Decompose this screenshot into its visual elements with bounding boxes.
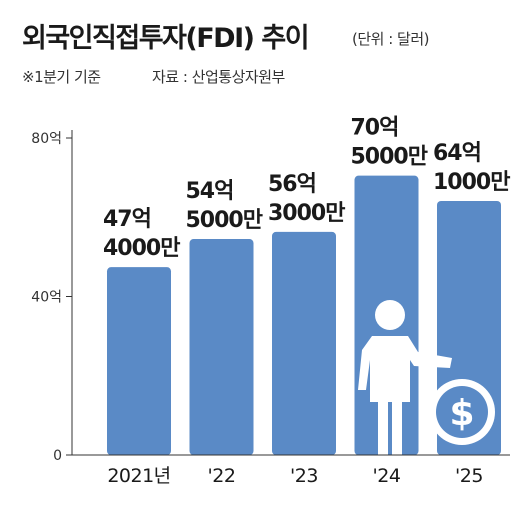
footnote: ※1분기 기준: [22, 68, 101, 86]
data-label-0-0: 47억: [103, 207, 151, 232]
y-tick-label-1: 40억: [31, 290, 62, 306]
source-label: 자료 : 산업통상자원부: [152, 68, 285, 86]
axis-group: 2021년 '22 '23 '24 '25 0 40억 80억: [31, 130, 510, 487]
data-label-4-1: 1000만: [433, 170, 510, 195]
data-label-4-0: 64억: [433, 141, 481, 166]
unit-label: (단위 : 달러): [352, 30, 430, 48]
data-label-1-0: 54억: [186, 179, 234, 204]
decoration-group: $: [358, 300, 495, 455]
category-label-1: '22: [208, 465, 236, 487]
data-label-1-1: 5000만: [186, 208, 263, 233]
category-label-2: '23: [290, 465, 318, 487]
category-label-3: '24: [373, 465, 401, 487]
data-label-0-1: 4000만: [103, 236, 180, 261]
category-label-4: '25: [455, 465, 483, 487]
category-label-0: 2021년: [107, 465, 170, 487]
data-label-3-1: 5000만: [351, 145, 428, 170]
data-label-3-0: 70억: [351, 116, 399, 141]
svg-text:$: $: [449, 393, 474, 434]
data-label-2-1: 3000만: [268, 201, 345, 226]
bar-1: [189, 239, 254, 455]
data-label-2-0: 56억: [268, 172, 316, 197]
y-tick-label-2: 80억: [31, 131, 62, 147]
bar-2: [272, 231, 336, 455]
businessman-icon: [358, 300, 452, 455]
chart-title: 외국인직접투자(FDI) 추이: [22, 23, 310, 54]
dollar-coin-icon: $: [429, 379, 495, 445]
bar-0: [107, 267, 171, 455]
y-tick-label-0: 0: [53, 448, 62, 464]
